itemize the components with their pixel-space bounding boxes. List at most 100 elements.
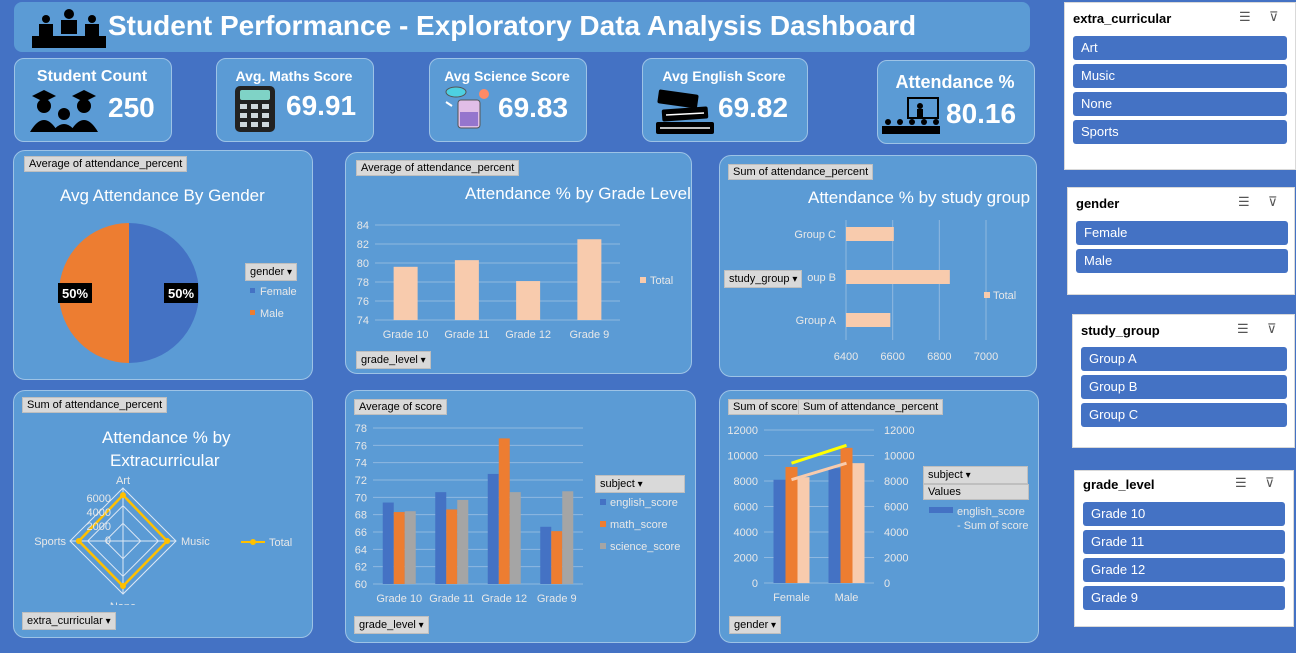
chart-title: Extracurricular bbox=[110, 451, 220, 470]
subject-dropdown[interactable]: subject bbox=[595, 475, 685, 493]
x-tick-label: Grade 10 bbox=[376, 593, 422, 605]
kpi-label: Student Count bbox=[36, 68, 148, 85]
radar-tick-label: 4000 bbox=[87, 507, 111, 519]
legend-english: english_score bbox=[957, 506, 1025, 518]
x-tick-label: 6400 bbox=[834, 351, 858, 363]
x-tick-label: Male bbox=[835, 592, 859, 604]
extracurricular-dropdown[interactable]: extra_curricular bbox=[22, 612, 116, 630]
y-tick-label-right: 8000 bbox=[884, 476, 908, 488]
values-button[interactable]: Values bbox=[923, 484, 1029, 500]
multi-select-icon[interactable]: ☰ bbox=[1239, 9, 1251, 24]
x-tick-label: Grade 12 bbox=[481, 593, 527, 605]
y-tick-label: 82 bbox=[357, 239, 369, 251]
gender-dropdown[interactable]: gender bbox=[729, 616, 782, 634]
y-tick-label: 84 bbox=[357, 220, 369, 232]
slicer-item-male[interactable]: Male bbox=[1076, 249, 1288, 273]
bar-english_score bbox=[773, 479, 786, 583]
slicer-study-group: study_group ☰ ⊽ Group A Group B Group C bbox=[1072, 314, 1295, 448]
bar-group-c bbox=[846, 227, 894, 241]
study-group-bar-chart: 6400 6600 6800 7000 Group A Group C oup B Tota… bbox=[794, 220, 1016, 363]
legend-sum-of-score: - Sum of score bbox=[957, 520, 1029, 532]
field-button[interactable]: Sum of attendance_percent bbox=[728, 164, 874, 180]
bar-english_score bbox=[828, 468, 841, 583]
bar-english_score bbox=[435, 492, 447, 584]
radar-axis-label: Sports bbox=[34, 536, 66, 548]
bar-science_score bbox=[562, 491, 574, 584]
y-tick-label: 70 bbox=[355, 492, 367, 504]
legend-total: Total bbox=[269, 537, 292, 549]
combo-card bbox=[719, 390, 1039, 643]
x-tick-label: 7000 bbox=[974, 351, 998, 363]
field-button[interactable]: Sum of attendance_percent bbox=[798, 399, 944, 415]
slicer-item-music[interactable]: Music bbox=[1073, 64, 1287, 88]
slicer-item-female[interactable]: Female bbox=[1076, 221, 1288, 245]
clear-filter-icon[interactable]: ⊽ bbox=[1269, 9, 1279, 24]
clear-filter-icon[interactable]: ⊽ bbox=[1268, 194, 1278, 209]
radar-point bbox=[120, 492, 126, 499]
slicer-title: grade_level bbox=[1083, 477, 1155, 492]
trend-line bbox=[791, 443, 847, 465]
radar-point bbox=[120, 583, 126, 590]
slicer-title: study_group bbox=[1081, 323, 1160, 338]
grade-level-dropdown[interactable]: grade_level bbox=[356, 351, 431, 369]
y-tick-label: 78 bbox=[357, 277, 369, 289]
chart-title: Attendance % by study group bbox=[808, 188, 1031, 207]
slicer-item-group-a[interactable]: Group A bbox=[1081, 347, 1287, 371]
students-podium-icon bbox=[32, 9, 106, 48]
gender-pie-chart: 50% 50% bbox=[58, 223, 199, 363]
slicer-item-none[interactable]: None bbox=[1073, 92, 1287, 116]
page-title: Student Performance - Exploratory Data A… bbox=[108, 10, 917, 41]
bar-science_score bbox=[509, 492, 521, 584]
score-legend: english_score math_score science_score bbox=[600, 497, 680, 553]
slicer-item-art[interactable]: Art bbox=[1073, 36, 1287, 60]
slicer-extra-curricular: extra_curricular ☰ ⊽ Art Music None Spor… bbox=[1064, 2, 1296, 170]
radar-tick-label: 0 bbox=[105, 535, 111, 547]
field-button[interactable]: Average of attendance_percent bbox=[356, 160, 520, 176]
field-button[interactable]: Average of score bbox=[354, 399, 447, 415]
y-tick-label-right: 12000 bbox=[884, 425, 915, 437]
grade-level-dropdown[interactable]: grade_level bbox=[354, 616, 429, 634]
kpi-value: 69.83 bbox=[498, 92, 569, 123]
slicer-item-sports[interactable]: Sports bbox=[1073, 120, 1287, 144]
legend-male: Male bbox=[260, 308, 284, 320]
legend-total: Total bbox=[993, 290, 1016, 302]
clear-filter-icon[interactable]: ⊽ bbox=[1265, 475, 1275, 490]
slicer-item-grade-10[interactable]: Grade 10 bbox=[1083, 502, 1285, 526]
radar-tick-label: 6000 bbox=[87, 493, 111, 505]
multi-select-icon[interactable]: ☰ bbox=[1237, 321, 1249, 336]
field-button[interactable]: Average of attendance_percent bbox=[24, 156, 188, 172]
field-button[interactable]: Sum of attendance_percent bbox=[22, 397, 168, 413]
pie-label-female: 50% bbox=[168, 286, 194, 301]
radar-point bbox=[75, 538, 82, 544]
bar-science_score bbox=[457, 499, 469, 584]
bar-group-b bbox=[846, 270, 950, 284]
slicer-item-grade-11[interactable]: Grade 11 bbox=[1083, 530, 1285, 554]
subject-dropdown[interactable]: subject bbox=[923, 466, 1028, 484]
y-tick-label: 74 bbox=[357, 315, 369, 327]
slicer-item-group-c[interactable]: Group C bbox=[1081, 403, 1287, 427]
y-tick-label: 60 bbox=[355, 579, 367, 591]
bar-science_score bbox=[852, 463, 865, 583]
lab-flask-icon bbox=[445, 86, 489, 129]
gender-filter-dropdown[interactable]: gender bbox=[245, 263, 298, 281]
y-tick-label: 64 bbox=[355, 544, 367, 556]
multi-select-icon[interactable]: ☰ bbox=[1235, 475, 1247, 490]
y-tick-label: 66 bbox=[355, 527, 367, 539]
study-group-dropdown[interactable]: study_group bbox=[724, 270, 803, 288]
kpi-value: 80.16 bbox=[946, 98, 1017, 129]
slicer-item-grade-12[interactable]: Grade 12 bbox=[1083, 558, 1285, 582]
kpi-value: 69.91 bbox=[286, 90, 357, 121]
slicer-item-group-b[interactable]: Group B bbox=[1081, 375, 1287, 399]
multi-select-icon[interactable]: ☰ bbox=[1238, 194, 1250, 209]
y-tick-label-right: 4000 bbox=[884, 527, 908, 539]
kpi-value: 250 bbox=[108, 92, 155, 123]
classroom-icon bbox=[882, 97, 940, 134]
bar-math_score bbox=[393, 512, 405, 584]
clear-filter-icon[interactable]: ⊽ bbox=[1267, 321, 1277, 336]
slicer-item-grade-9[interactable]: Grade 9 bbox=[1083, 586, 1285, 610]
kpi-label: Attendance % bbox=[895, 72, 1015, 92]
kpi-science bbox=[429, 58, 587, 142]
x-tick-label: Grade 10 bbox=[383, 329, 429, 341]
field-button[interactable]: Sum of score bbox=[728, 399, 803, 415]
y-tick-label-left: 8000 bbox=[734, 476, 758, 488]
